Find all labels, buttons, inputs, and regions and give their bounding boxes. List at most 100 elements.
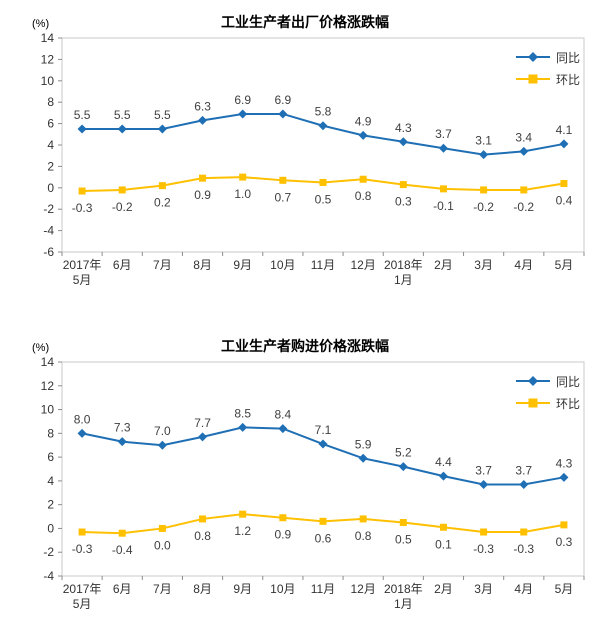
- chart-title: 工业生产者出厂价格涨跌幅: [221, 14, 389, 30]
- yoy-data-label: 3.1: [475, 134, 492, 148]
- mom-data-label: 0.9: [275, 528, 292, 542]
- yoy-data-point: [398, 462, 408, 472]
- y-axis-tick-label: 0: [47, 181, 54, 195]
- yoy-data-label: 3.4: [515, 130, 532, 144]
- yoy-data-label: 8.5: [234, 406, 251, 420]
- yoy-data-point: [519, 479, 529, 489]
- legend-label-yoy: 同比: [555, 50, 580, 65]
- mom-data-label: 0.3: [556, 535, 573, 549]
- y-axis-tick-label: 14: [41, 355, 55, 369]
- y-axis-tick-label: -6: [43, 245, 54, 259]
- mom-data-point: [199, 515, 207, 523]
- yoy-data-point: [358, 130, 368, 140]
- plot-area-border: [61, 361, 585, 577]
- mom-data-point: [158, 182, 166, 190]
- x-axis-tick-label: 2月: [434, 582, 453, 596]
- yoy-data-point: [438, 471, 448, 481]
- yoy-data-point: [238, 109, 248, 119]
- mom-data-label: 0.2: [154, 196, 171, 210]
- mom-data-point: [399, 181, 407, 189]
- yoy-data-point: [479, 479, 489, 489]
- mom-data-point: [239, 173, 247, 181]
- x-axis-tick-label: 2018年: [384, 582, 423, 596]
- mom-data-point: [359, 175, 367, 183]
- legend-item-mom: 环比: [515, 68, 580, 90]
- mom-data-label: -0.2: [473, 200, 494, 214]
- mom-data-point: [319, 517, 327, 525]
- y-axis-tick-label: 8: [47, 426, 54, 440]
- yoy-data-label: 7.0: [154, 424, 171, 438]
- x-axis-tick-label: 4月: [514, 582, 533, 596]
- x-axis-tick-label: 5月: [73, 273, 92, 287]
- yoy-data-label: 4.3: [556, 456, 573, 470]
- y-axis-unit-label: (%): [32, 342, 50, 354]
- yoy-data-label: 4.3: [395, 121, 412, 135]
- y-axis-tick-label: 4: [47, 474, 54, 488]
- y-axis-tick-label: 12: [41, 52, 55, 66]
- yoy-data-point: [559, 139, 569, 149]
- chart-title: 工业生产者购进价格涨跌幅: [221, 338, 389, 354]
- mom-data-label: -0.2: [513, 200, 534, 214]
- legend-label-mom: 环比: [555, 396, 580, 411]
- yoy-data-point: [157, 124, 167, 134]
- mom-data-point: [279, 176, 287, 184]
- purchase-price-chart: 14 12 10 8 6 4 2 0 -2 -4 2017年 5月 6月 7月 8月 9月 10月 11月 12月 2…: [0, 324, 610, 628]
- y-axis-tick-label: 12: [41, 379, 55, 393]
- mom-data-label: -0.1: [433, 199, 454, 213]
- mom-data-label: 0.1: [435, 537, 452, 551]
- plot-area-border: [61, 37, 585, 253]
- y-axis-unit-label: (%): [32, 18, 50, 30]
- x-axis-tick-label: 3月: [474, 258, 493, 272]
- mom-data-label: 1.0: [234, 187, 251, 201]
- mom-data-label: -0.3: [513, 542, 534, 556]
- mom-data-point: [520, 186, 528, 194]
- mom-data-point: [118, 186, 126, 194]
- x-axis-tick-label: 12月: [350, 258, 375, 272]
- legend-label-yoy: 同比: [555, 374, 580, 389]
- yoy-data-label: 5.5: [154, 108, 171, 122]
- y-axis-tick-label: 4: [47, 138, 54, 152]
- yoy-data-label: 5.9: [355, 437, 372, 451]
- mom-data-point: [439, 523, 447, 531]
- yoy-data-point: [198, 115, 208, 125]
- mom-data-point: [78, 187, 86, 195]
- mom-data-label: -0.2: [112, 200, 133, 214]
- mom-data-label: 0.8: [355, 529, 372, 543]
- mom-data-label: 0.3: [395, 195, 412, 209]
- y-axis-tick-label: 2: [47, 498, 54, 512]
- mom-data-label: 0.5: [395, 533, 412, 547]
- x-axis-tick-label: 10月: [270, 258, 295, 272]
- x-axis-tick-label: 9月: [233, 258, 252, 272]
- yoy-data-point: [318, 439, 328, 449]
- yoy-data-label: 3.7: [435, 127, 452, 141]
- yoy-data-label: 6.9: [275, 93, 292, 107]
- mom-data-point: [118, 529, 126, 537]
- yoy-data-label: 4.4: [435, 455, 452, 469]
- mom-data-point: [158, 524, 166, 532]
- mom-data-label: 0.9: [194, 188, 211, 202]
- yoy-data-point: [438, 143, 448, 153]
- yoy-data-label: 6.3: [194, 99, 211, 113]
- yoy-data-point: [117, 124, 127, 134]
- mom-data-label: -0.3: [72, 542, 93, 556]
- mom-data-label: 0.7: [275, 190, 292, 204]
- yoy-line-diamond-marker-icon: [515, 52, 550, 62]
- mom-data-label: -0.3: [473, 542, 494, 556]
- mom-data-point: [520, 528, 528, 536]
- yoy-data-label: 5.5: [114, 108, 131, 122]
- x-axis-tick-label: 2017年: [63, 582, 102, 596]
- yoy-data-label: 4.1: [556, 123, 573, 137]
- x-axis-tick-label: 6月: [113, 258, 132, 272]
- mom-data-label: 0.6: [315, 531, 332, 545]
- y-axis-tick-label: 6: [47, 450, 54, 464]
- yoy-data-point: [358, 453, 368, 463]
- x-axis-tick-label: 10月: [270, 582, 295, 596]
- yoy-data-label: 8.0: [74, 412, 91, 426]
- x-axis-tick-label: 3月: [474, 582, 493, 596]
- x-axis-tick-label: 1月: [394, 597, 413, 611]
- yoy-data-label: 8.4: [275, 408, 292, 422]
- yoy-data-label: 5.5: [74, 108, 91, 122]
- legend: 同比 环比: [515, 370, 580, 414]
- yoy-data-point: [479, 150, 489, 160]
- mom-data-point: [319, 178, 327, 186]
